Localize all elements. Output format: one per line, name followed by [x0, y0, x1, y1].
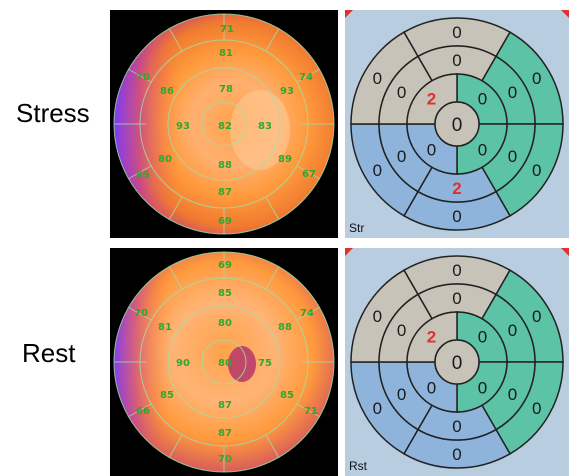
segment-score: 0 [373, 69, 382, 88]
segment-score: 0 [397, 385, 406, 404]
segment-score: 0 [427, 140, 436, 159]
heat-left-edge [114, 252, 334, 472]
uptake-value: 70 [136, 72, 150, 83]
uptake-value: 85 [136, 170, 150, 181]
hot-spot [230, 90, 290, 170]
segment-score: 0 [397, 83, 406, 102]
uptake-value: 71 [220, 24, 234, 35]
stress-polar-map: 71 81 78 82 74 93 83 67 89 88 87 69 80 8… [110, 10, 338, 238]
stress-polar-svg: 71 81 78 82 74 93 83 67 89 88 87 69 80 8… [113, 13, 335, 235]
uptake-value: 81 [158, 322, 172, 333]
segment-score: 2 [452, 179, 461, 198]
defect-spot [228, 346, 256, 382]
score-segments [350, 17, 564, 231]
segment-score: 0 [508, 321, 517, 340]
segment-score: 0 [478, 328, 487, 347]
uptake-value: 75 [258, 358, 272, 369]
rest-polar-svg: 69 85 80 80 74 88 75 71 85 87 87 70 85 6… [113, 251, 335, 473]
uptake-value: 85 [160, 390, 174, 401]
uptake-value: 80 [158, 154, 172, 165]
uptake-value: 71 [304, 406, 318, 417]
uptake-value: 78 [219, 84, 233, 95]
segment-score: 0 [452, 289, 461, 308]
segment-score: 2 [427, 90, 436, 109]
rest-grid [113, 251, 335, 473]
segment-score: 0 [452, 207, 461, 226]
apex-score: 0 [452, 353, 463, 374]
apex-segment [434, 101, 480, 147]
rest-tag: Rst [349, 459, 368, 473]
heat-left-edge [114, 14, 334, 234]
uptake-value: 87 [218, 428, 232, 439]
uptake-value: 85 [280, 390, 294, 401]
segment-score: 0 [373, 161, 382, 180]
segment-score: 0 [508, 83, 517, 102]
corner-marker [345, 10, 353, 18]
uptake-value: 70 [134, 308, 148, 319]
stress-tag: Str [349, 221, 364, 235]
segment-score: 0 [532, 161, 541, 180]
uptake-value: 87 [218, 400, 232, 411]
corner-marker [561, 248, 569, 256]
uptake-value: 93 [176, 121, 190, 132]
segment-score: 0 [452, 23, 461, 42]
segment-score: 0 [373, 399, 382, 418]
segment-score: 0 [508, 147, 517, 166]
rest-polar-map: 69 85 80 80 74 88 75 71 85 87 87 70 85 6… [110, 248, 338, 476]
segment-score: 0 [478, 90, 487, 109]
segment-score: 0 [397, 147, 406, 166]
segment-score: 0 [452, 417, 461, 436]
stress-row-label: Stress [16, 98, 90, 128]
uptake-value: 87 [218, 187, 232, 198]
uptake-value: 69 [218, 216, 232, 227]
uptake-value: 81 [219, 48, 233, 59]
uptake-value: 67 [302, 169, 316, 180]
segment-score: 0 [427, 378, 436, 397]
apex-score: 0 [452, 115, 463, 136]
segment-score: 0 [452, 261, 461, 280]
uptake-value: 85 [218, 288, 232, 299]
uptake-value: 83 [258, 121, 272, 132]
uptake-value: 89 [278, 154, 292, 165]
segment-score: 2 [427, 328, 436, 347]
segment-score: 0 [532, 69, 541, 88]
uptake-value: 80 [218, 358, 232, 369]
segment-score: 0 [452, 51, 461, 70]
uptake-value: 70 [218, 454, 232, 465]
uptake-value: 90 [176, 358, 190, 369]
segment-score: 0 [532, 399, 541, 418]
corner-marker [561, 10, 569, 18]
segment-score: 0 [452, 445, 461, 464]
rest-row-label: Rest [22, 338, 76, 368]
apex-segment [434, 339, 480, 385]
corner-marker [345, 248, 353, 256]
segment-score: 0 [373, 307, 382, 326]
uptake-value: 82 [218, 121, 232, 132]
uptake-value: 80 [218, 318, 232, 329]
uptake-value: 74 [299, 72, 313, 83]
uptake-value: 66 [136, 406, 150, 417]
uptake-value: 69 [218, 260, 232, 271]
segment-score: 0 [532, 307, 541, 326]
uptake-value: 88 [278, 322, 292, 333]
segment-score: 0 [508, 385, 517, 404]
uptake-value: 93 [280, 86, 294, 97]
stress-grid [113, 13, 335, 235]
uptake-value: 74 [300, 308, 314, 319]
uptake-value: 88 [218, 160, 232, 171]
segment-score: 0 [397, 321, 406, 340]
uptake-value: 86 [160, 86, 174, 97]
segment-score: 0 [478, 378, 487, 397]
segment-score: 0 [478, 140, 487, 159]
score-segments [350, 255, 564, 469]
